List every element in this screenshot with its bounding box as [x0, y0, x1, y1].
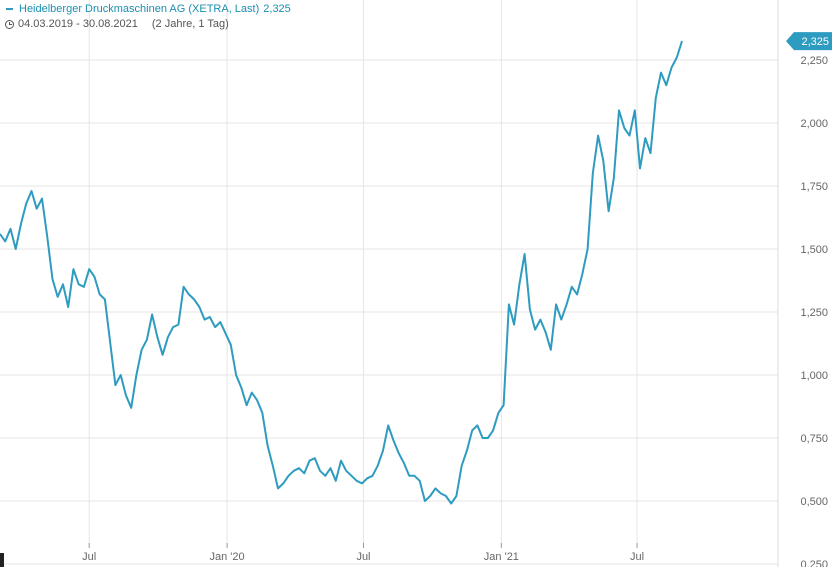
x-tick-label: Jul — [82, 551, 96, 563]
y-tick-label: 0,750 — [800, 433, 828, 445]
last-value-label: 2,325 — [801, 36, 829, 48]
clock-icon — [5, 19, 14, 29]
series-swatch-icon — [6, 8, 13, 10]
y-tick-label: 2,000 — [800, 118, 828, 130]
series-name: Heidelberger Druckmaschinen AG (XETRA, L… — [19, 3, 260, 15]
price-line-series — [0, 40, 683, 505]
x-tick-label: Jul — [356, 551, 370, 563]
y-tick-label: 0,500 — [800, 496, 828, 508]
corner-marker — [0, 553, 4, 567]
y-tick-label: 0,250 — [800, 559, 828, 567]
y-tick-label: 1,000 — [800, 370, 828, 382]
period-info: 04.03.2019 - 30.08.2021 (2 Jahre, 1 Tag) — [5, 18, 229, 30]
y-tick-label: 1,250 — [800, 307, 828, 319]
chart-legend: Heidelberger Druckmaschinen AG (XETRA, L… — [6, 3, 291, 15]
last-value-badge: 2,325 — [786, 32, 832, 51]
x-tick-label: Jul — [630, 551, 644, 563]
x-tick-label: Jan '20 — [210, 551, 245, 563]
y-tick-label: 1,500 — [800, 244, 828, 256]
grid-lines — [0, 0, 779, 567]
series-last-value: 2,325 — [263, 3, 291, 15]
x-axis-ticks: Jul Jan '20 Jul Jan '21 Jul — [82, 543, 644, 563]
y-tick-label: 1,750 — [800, 181, 828, 193]
period-range-label: (2 Jahre, 1 Tag) — [151, 18, 229, 30]
period-dates: 04.03.2019 - 30.08.2021 — [18, 18, 138, 30]
y-tick-label: 2,250 — [800, 55, 828, 67]
y-axis-ticks: 0,250 0,500 0,750 1,000 1,250 1,500 1,750 2,000… — [800, 55, 828, 567]
x-tick-label: Jan '21 — [484, 551, 519, 563]
last-value-badge-shape — [786, 32, 832, 51]
